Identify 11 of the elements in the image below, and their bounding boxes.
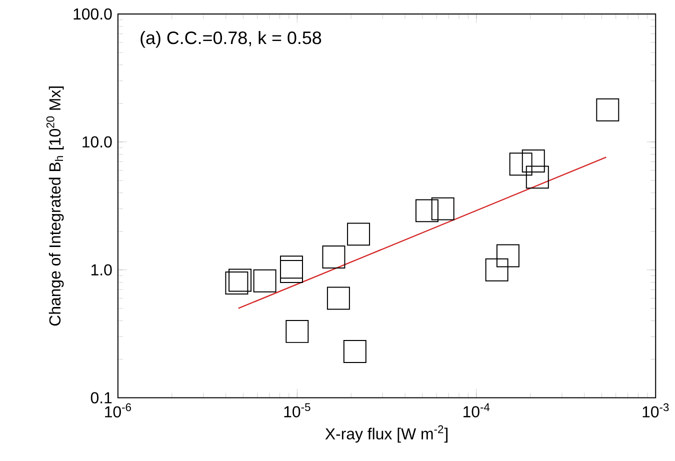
y-tick-label: 10.0 [82, 136, 112, 148]
x-tick-label: 10$^{-3}$ [642, 403, 669, 418]
y-axis-title: Change of Integrated B$_{h}$ [10$^{20}$ Mx] [46, 86, 64, 326]
y-tick-label: 1.0 [91, 264, 112, 276]
y-tick-label: 0.1 [90, 392, 112, 404]
annotation: (a) C.C.=0.78, k = 0.58 [140, 31, 322, 48]
x-tick-label: 10$^{-5}$ [284, 403, 310, 418]
x-tick-label: 10$^{-4}$ [464, 403, 490, 418]
y-tick-label: 100.0 [74, 8, 112, 20]
x-tick-label: 10$^{-6}$ [105, 403, 132, 418]
x-axis-title: X-ray flux [W m$^{-2}$] [325, 425, 448, 443]
